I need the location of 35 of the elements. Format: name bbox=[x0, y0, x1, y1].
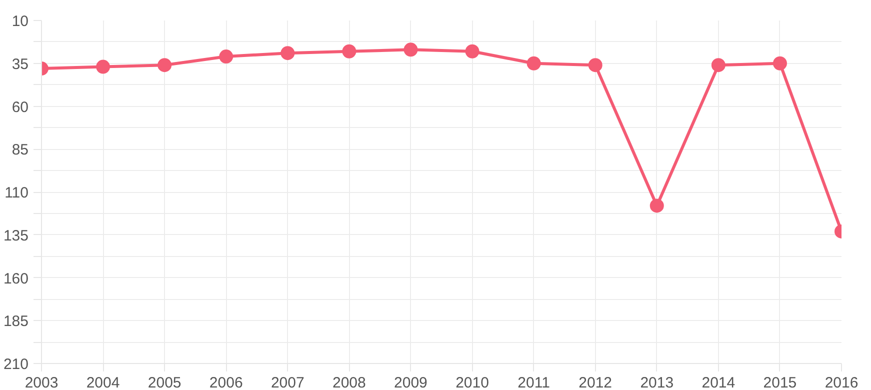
point bbox=[465, 44, 480, 58]
x-tick-label: 2004 bbox=[86, 374, 120, 390]
point bbox=[772, 56, 787, 70]
x-tick-label: 2014 bbox=[702, 374, 736, 390]
y-tick-label: 110 bbox=[4, 184, 29, 202]
point bbox=[280, 46, 295, 60]
x-tick-label: 2006 bbox=[209, 374, 243, 390]
y-tick-label: 60 bbox=[12, 98, 29, 116]
x-tick-label: 2009 bbox=[394, 374, 428, 390]
x-tick-label: 2005 bbox=[148, 374, 182, 390]
point bbox=[650, 198, 664, 213]
y-tick-label: 160 bbox=[3, 270, 29, 288]
x-tick-label: 2011 bbox=[518, 374, 550, 390]
x-tick-label: 2013 bbox=[640, 374, 674, 390]
point bbox=[711, 58, 726, 72]
point bbox=[219, 50, 234, 64]
point bbox=[526, 56, 541, 70]
x-tick-label: 2008 bbox=[332, 374, 366, 390]
point bbox=[158, 58, 172, 72]
y-tick-label: 10 bbox=[12, 13, 29, 30]
x-tick-label: 2010 bbox=[456, 374, 489, 390]
y-tick-label: 135 bbox=[3, 227, 29, 244]
point bbox=[588, 58, 602, 72]
x-tick-label: 2003 bbox=[24, 374, 58, 390]
y-tick-label: 85 bbox=[12, 142, 29, 159]
x-tick-label: 2015 bbox=[763, 374, 797, 390]
y-tick-label: 185 bbox=[3, 313, 29, 330]
y-tick-label: 35 bbox=[12, 56, 29, 73]
point bbox=[404, 42, 418, 57]
x-tick-label: 2016 bbox=[824, 374, 858, 390]
point bbox=[96, 60, 110, 74]
y-tick-label: 210 bbox=[3, 356, 29, 373]
point bbox=[342, 44, 356, 58]
x-tick-label: 2007 bbox=[270, 374, 304, 390]
x-tick-label: 2012 bbox=[578, 374, 612, 390]
